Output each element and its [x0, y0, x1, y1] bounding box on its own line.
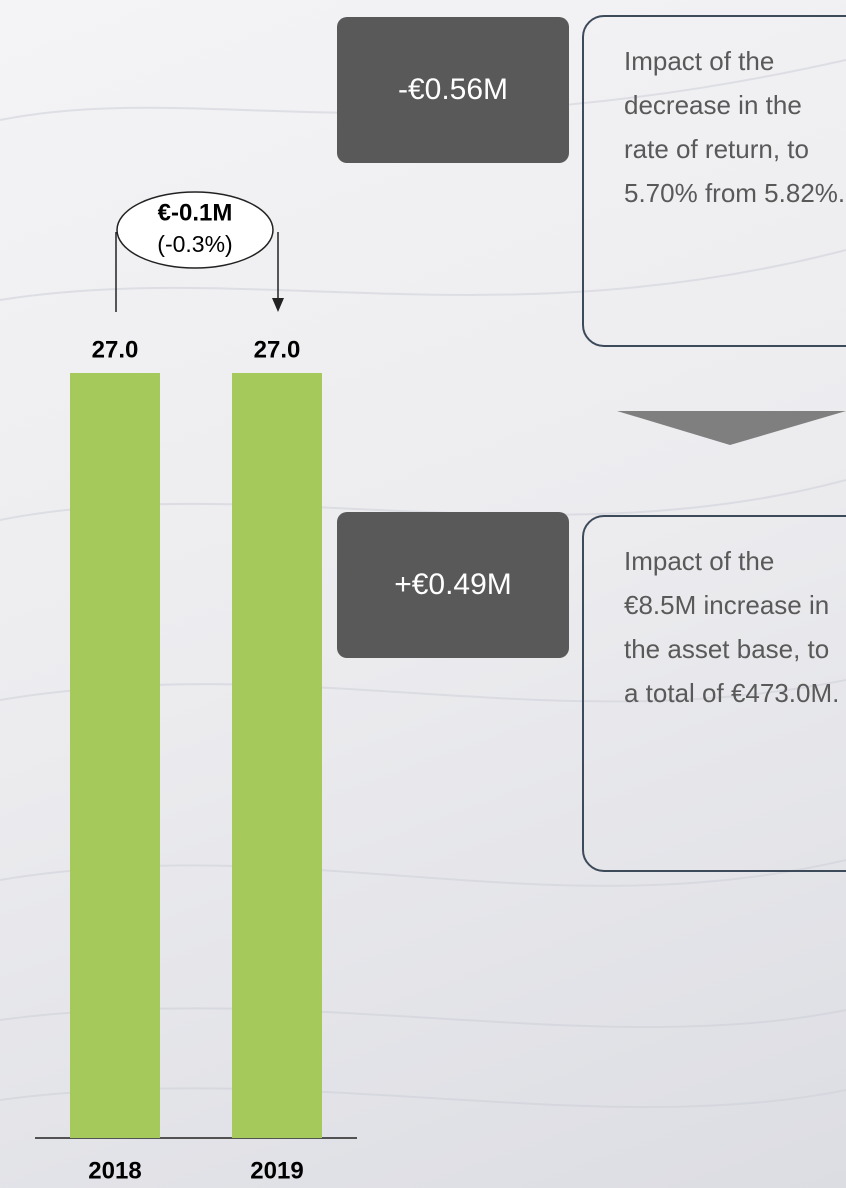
value-label: 27.0	[92, 336, 139, 363]
down-arrow	[617, 411, 846, 445]
value-label: 27.0	[254, 336, 301, 363]
arrowhead	[272, 298, 284, 312]
amount-box: -€0.56M	[337, 17, 569, 163]
description-box: Impact of the decrease in the rate of re…	[582, 15, 846, 347]
change-percent: (-0.3%)	[157, 231, 232, 257]
x-tick-label: 2018	[88, 1157, 141, 1184]
amount-box: +€0.49M	[337, 512, 569, 658]
bar	[232, 373, 322, 1138]
change-bubble	[116, 191, 274, 269]
description: Impact of the €8.5M increase in the asse…	[624, 546, 840, 708]
bar	[70, 373, 160, 1138]
description-box: Impact of the €8.5M increase in the asse…	[582, 515, 846, 872]
description: Impact of the decrease in the rate of re…	[624, 46, 846, 208]
x-tick-label: 2019	[250, 1157, 303, 1184]
change-amount: €-0.1M	[158, 199, 233, 226]
